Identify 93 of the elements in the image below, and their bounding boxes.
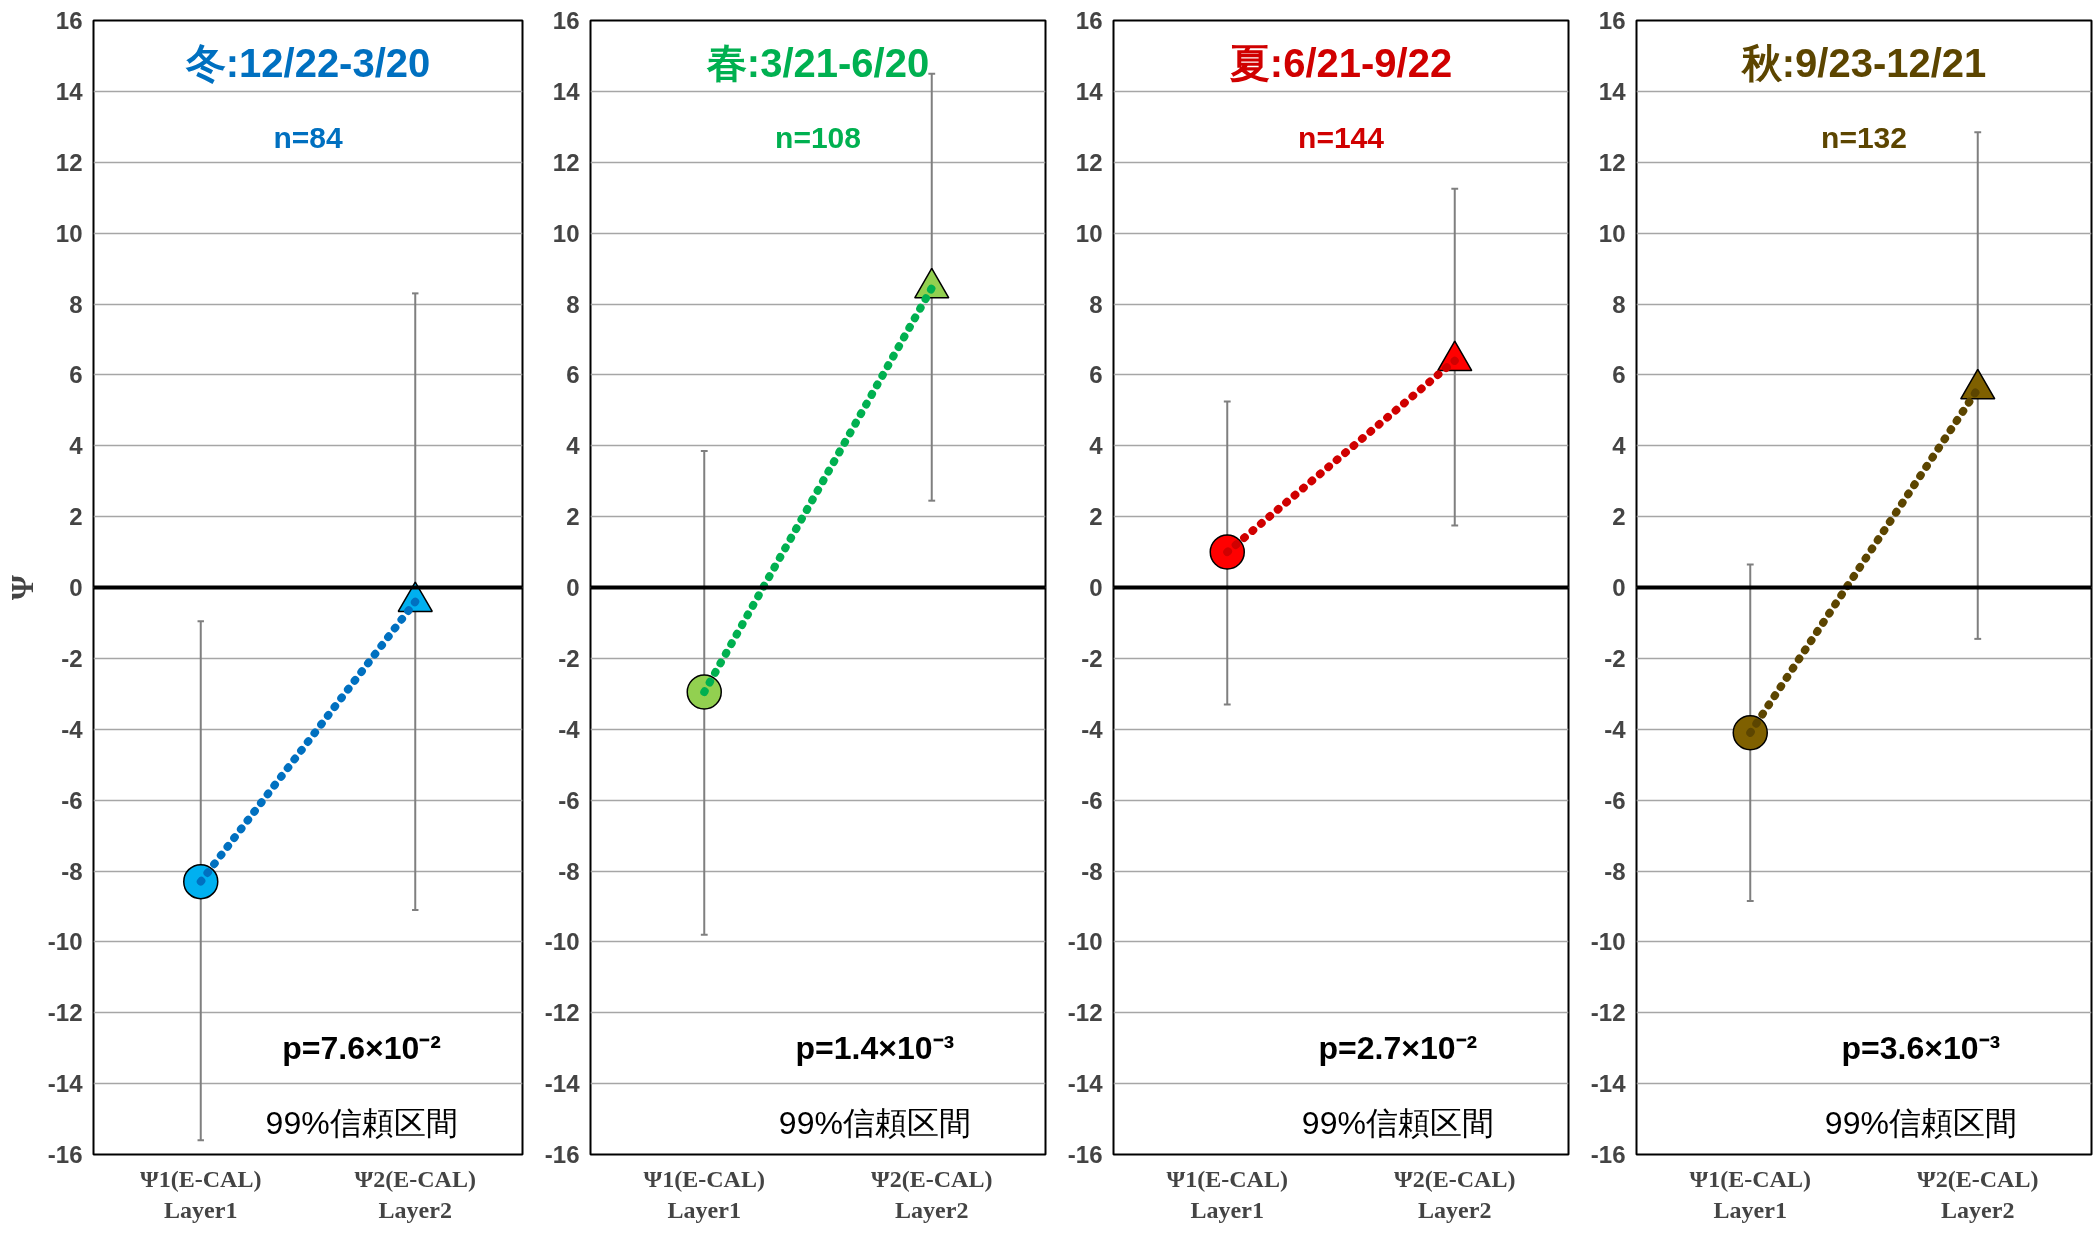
annotation: p=1.4×10⁻³ [795, 1030, 955, 1067]
y-tick-label: 10 [55, 219, 83, 247]
y-tick-label: -10 [544, 928, 580, 956]
y-tick-label: 0 [566, 574, 580, 601]
y-tick-label: -12 [47, 999, 83, 1027]
annotation: p=3.6×10⁻³ [1841, 1030, 2001, 1067]
y-tick-label: 4 [1612, 432, 1627, 460]
text: 秋:9/23-12/21 [1740, 41, 1987, 86]
y-tick-label: -14 [47, 1070, 84, 1098]
text: 冬:12/22-3/20 [184, 41, 431, 86]
x-tick-label: Ψ2(E-CAL) Layer2 [354, 1165, 476, 1223]
y-tick-label: 6 [566, 361, 580, 389]
y-tick-label: -10 [47, 928, 83, 956]
y-tick-label: -4 [1604, 715, 1627, 743]
text: n=84 [273, 120, 343, 154]
y-tick-label: 4 [1089, 432, 1104, 460]
y-tick-label: 4 [69, 432, 84, 460]
y-tick-label: -10 [1590, 928, 1626, 956]
y-tick-label: 8 [69, 290, 83, 318]
text: n=144 [1298, 120, 1385, 154]
y-tick-label: 12 [1598, 148, 1626, 176]
y-tick-label: 16 [55, 7, 83, 34]
y-tick-label: -6 [61, 786, 83, 814]
annotation: p=2.7×10⁻² [1318, 1030, 1478, 1067]
x-tick-label: Ψ1(E-CAL) Layer1 [1166, 1165, 1288, 1223]
y-tick-label: -2 [61, 644, 83, 672]
y-tick-label: 16 [1075, 7, 1103, 34]
text: n=108 [775, 120, 861, 154]
y-tick-label: -14 [1067, 1070, 1104, 1098]
y-tick-label: 10 [1598, 219, 1626, 247]
annotation: p=7.6×10⁻² [282, 1030, 441, 1067]
y-tick-label: -4 [61, 715, 84, 743]
y-tick-label: 14 [1598, 77, 1627, 105]
y-tick-label: -16 [1067, 1141, 1103, 1168]
x-tick-label: Ψ1(E-CAL) Layer1 [140, 1165, 262, 1223]
y-tick-label: -16 [1590, 1141, 1626, 1168]
y-tick-label: 8 [1089, 290, 1103, 318]
y-tick-label: -6 [558, 786, 580, 814]
x-tick-label: Ψ1(E-CAL) Layer1 [1689, 1165, 1811, 1223]
y-tick-label: 14 [552, 77, 581, 105]
y-tick-label: 2 [1612, 503, 1626, 531]
y-tick-label: 16 [552, 7, 580, 34]
y-tick-label: 6 [1089, 361, 1103, 389]
y-tick-label: -8 [1604, 857, 1626, 885]
text: 夏:6/21-9/22 [1229, 41, 1453, 86]
y-tick-label: 10 [552, 219, 580, 247]
x-tick-label: Ψ1(E-CAL) Layer1 [643, 1165, 765, 1223]
y-tick-label: 2 [69, 503, 83, 531]
y-tick-label: -12 [1067, 999, 1103, 1027]
y-tick-label: 4 [566, 432, 581, 460]
y-axis-title: Ψ [3, 574, 40, 600]
y-tick-label: 6 [69, 361, 83, 389]
y-tick-label: 6 [1612, 361, 1626, 389]
y-tick-label: 10 [1075, 219, 1103, 247]
y-tick-label: -2 [1604, 644, 1626, 672]
y-tick-label: -8 [61, 857, 83, 885]
x-tick-label: Ψ2(E-CAL) Layer2 [1394, 1165, 1516, 1223]
text: n=132 [1821, 120, 1907, 154]
y-tick-label: 8 [1612, 290, 1626, 318]
annotation: 99%信頼区間 [1824, 1104, 2017, 1141]
annotation: 99%信頼区間 [265, 1104, 458, 1141]
y-tick-label: 8 [566, 290, 580, 318]
y-tick-label: -4 [1081, 715, 1104, 743]
text: 春:3/21-6/20 [705, 41, 930, 86]
y-tick-label: -10 [1067, 928, 1103, 956]
y-tick-label: 2 [566, 503, 580, 531]
y-tick-label: 0 [1612, 574, 1626, 601]
y-tick-label: 0 [69, 574, 83, 601]
y-tick-label: 12 [55, 148, 83, 176]
y-tick-label: 16 [1598, 7, 1626, 34]
y-tick-label: -2 [558, 644, 580, 672]
y-tick-label: -16 [544, 1141, 580, 1168]
y-tick-label: 14 [1075, 77, 1104, 105]
y-tick-label: -6 [1081, 786, 1103, 814]
y-tick-label: -2 [1081, 644, 1103, 672]
y-tick-label: -4 [558, 715, 581, 743]
y-tick-label: 14 [55, 77, 84, 105]
y-tick-label: 2 [1089, 503, 1103, 531]
x-tick-label: Ψ2(E-CAL) Layer2 [871, 1165, 993, 1223]
x-tick-label: Ψ2(E-CAL) Layer2 [1917, 1165, 2039, 1223]
y-tick-label: 0 [1089, 574, 1103, 601]
y-tick-label: -6 [1604, 786, 1626, 814]
y-tick-label: -8 [1081, 857, 1103, 885]
y-tick-label: -12 [544, 999, 580, 1027]
y-tick-label: -14 [544, 1070, 581, 1098]
y-tick-label: -14 [1590, 1070, 1627, 1098]
y-tick-label: -16 [47, 1141, 83, 1168]
y-tick-label: 12 [552, 148, 580, 176]
y-tick-label: 12 [1075, 148, 1103, 176]
y-tick-label: -8 [558, 857, 580, 885]
annotation: 99%信頼区間 [778, 1104, 971, 1141]
y-tick-label: -12 [1590, 999, 1626, 1027]
annotation: 99%信頼区間 [1301, 1104, 1494, 1141]
